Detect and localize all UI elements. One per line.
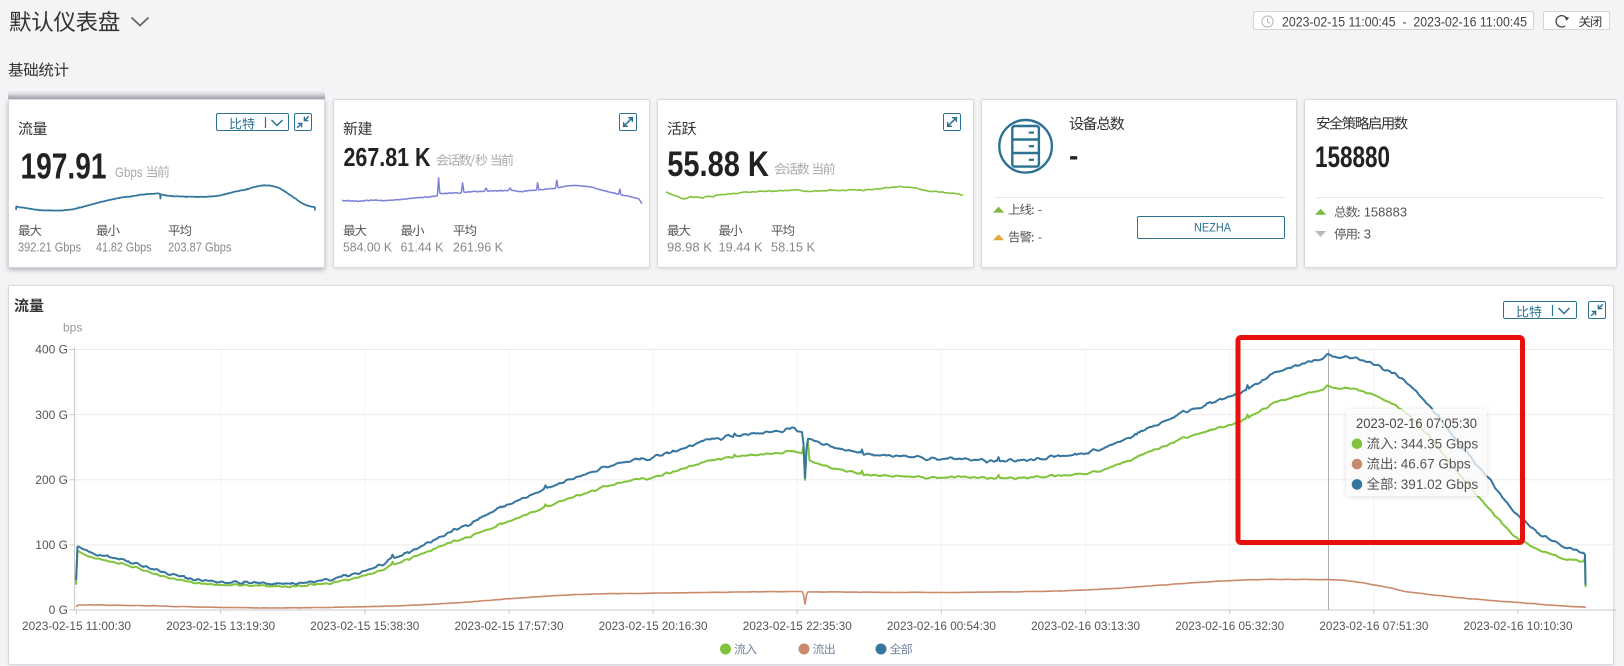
svg-text:392.21 Gbps: 392.21 Gbps <box>18 240 81 255</box>
svg-text:58.15 K: 58.15 K <box>771 240 815 255</box>
svg-text:bps: bps <box>63 321 82 335</box>
svg-text:2023-02-16 05:32:30: 2023-02-16 05:32:30 <box>1175 619 1284 633</box>
svg-text:NEZHA: NEZHA <box>1194 223 1231 235</box>
svg-text:100 G: 100 G <box>35 538 68 552</box>
svg-text:344.35 Gbps: 344.35 Gbps <box>1401 436 1479 451</box>
svg-text:-: - <box>1069 140 1078 171</box>
svg-text:391.02 Gbps: 391.02 Gbps <box>1401 477 1479 492</box>
svg-text:197.91: 197.91 <box>21 145 107 186</box>
svg-text:158883: 158883 <box>1364 205 1407 220</box>
svg-text:2023-02-16 10:10:30: 2023-02-16 10:10:30 <box>1464 619 1573 633</box>
svg-text:61.44 K: 61.44 K <box>401 240 444 255</box>
svg-text:2023-02-16 07:05:30: 2023-02-16 07:05:30 <box>1356 415 1477 431</box>
svg-text:55.88 K: 55.88 K <box>667 145 769 184</box>
svg-text:2023-02-16 03:13:30: 2023-02-16 03:13:30 <box>1031 619 1140 633</box>
svg-text:2023-02-15 20:16:30: 2023-02-15 20:16:30 <box>599 619 708 633</box>
svg-text:2023-02-15 11:00:45 - 2023-0: 2023-02-15 11:00:45 - 2023-02-16 11:00:4… <box>1282 15 1527 30</box>
svg-text:2023-02-15 13:19:30: 2023-02-15 13:19:30 <box>166 619 275 633</box>
svg-text:2023-02-15 15:38:30: 2023-02-15 15:38:30 <box>310 619 419 633</box>
svg-text:400 G: 400 G <box>35 343 68 357</box>
svg-text:Gbps: Gbps <box>115 164 143 180</box>
svg-text:267.81 K: 267.81 K <box>344 144 431 172</box>
svg-text:203.87 Gbps: 203.87 Gbps <box>168 240 232 255</box>
svg-text:158880: 158880 <box>1315 141 1390 174</box>
svg-text:200 G: 200 G <box>35 473 68 487</box>
svg-text:46.67 Gbps: 46.67 Gbps <box>1401 457 1471 472</box>
svg-text:2023-02-16 00:54:30: 2023-02-16 00:54:30 <box>887 619 996 633</box>
svg-text:0 G: 0 G <box>49 603 68 617</box>
svg-text:2023-02-15 22:35:30: 2023-02-15 22:35:30 <box>743 619 852 633</box>
svg-text:2023-02-16 07:51:30: 2023-02-16 07:51:30 <box>1319 619 1428 633</box>
svg-text:19.44 K: 19.44 K <box>719 240 763 255</box>
svg-text:584.00 K: 584.00 K <box>343 240 392 255</box>
svg-text:261.96 K: 261.96 K <box>453 240 503 255</box>
svg-text:98.98 K: 98.98 K <box>667 240 712 255</box>
svg-text:41.82 Gbps: 41.82 Gbps <box>96 240 152 255</box>
svg-text:300 G: 300 G <box>35 408 68 422</box>
svg-text:3: 3 <box>1364 227 1371 242</box>
svg-text:2023-02-15 11:00:30: 2023-02-15 11:00:30 <box>22 619 131 633</box>
svg-text:2023-02-15 17:57:30: 2023-02-15 17:57:30 <box>455 619 564 633</box>
